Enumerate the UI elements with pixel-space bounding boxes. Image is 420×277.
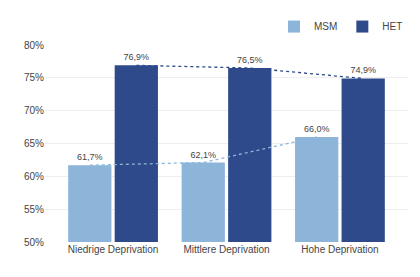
svg-text:Hohe Deprivation: Hohe Deprivation [301,244,378,255]
svg-text:76,9%: 76,9% [124,52,150,62]
svg-text:75%: 75% [24,72,44,83]
svg-text:66,0%: 66,0% [304,124,330,134]
svg-text:80%: 80% [24,40,44,51]
svg-text:61,7%: 61,7% [77,152,103,162]
svg-text:Mittlere Deprivation: Mittlere Deprivation [183,244,269,255]
svg-text:62,1%: 62,1% [190,150,216,160]
svg-text:50%: 50% [24,237,44,248]
svg-text:70%: 70% [24,105,44,116]
svg-text:HET: HET [382,21,402,32]
svg-text:74,9%: 74,9% [350,65,376,75]
svg-text:76,5%: 76,5% [237,55,263,65]
svg-text:Niedrige Deprivation: Niedrige Deprivation [68,244,159,255]
svg-text:55%: 55% [24,204,44,215]
svg-text:65%: 65% [24,138,44,149]
svg-text:60%: 60% [24,171,44,182]
svg-text:MSM: MSM [314,21,337,32]
